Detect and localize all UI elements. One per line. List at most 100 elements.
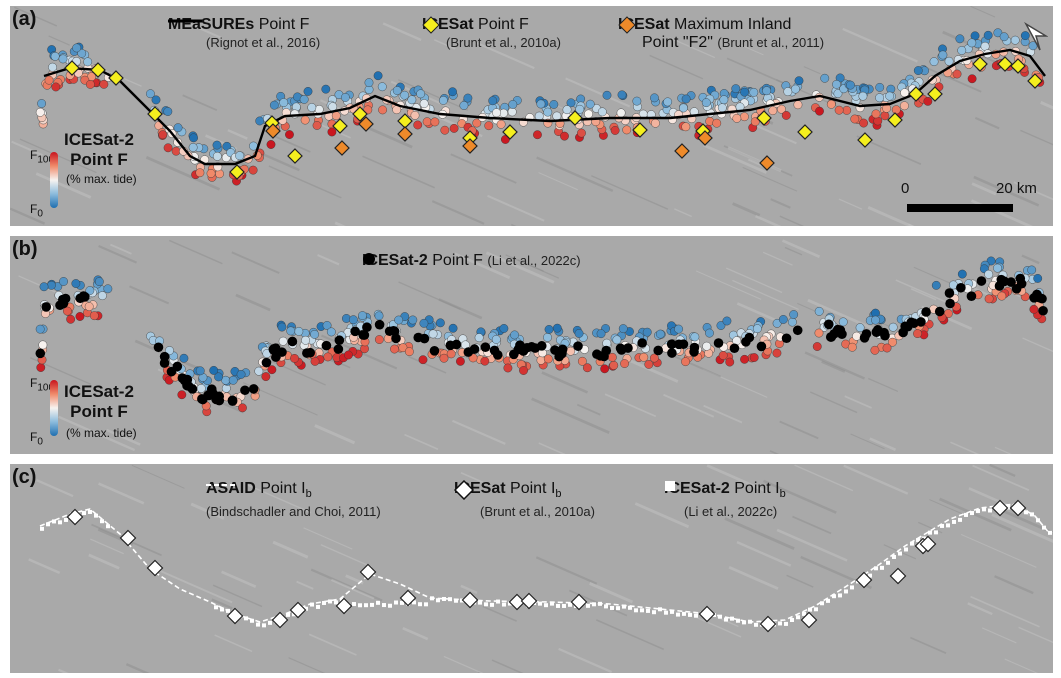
icesat2-point (435, 318, 445, 328)
hillshade-ridge (910, 288, 937, 301)
hillshade-ridge (431, 200, 485, 225)
icesat2-ib-square (676, 612, 680, 617)
icesat-ib-diamond (66, 508, 84, 526)
hillshade-ridge (971, 182, 997, 196)
icesat2-point-f-black (227, 395, 238, 406)
icesat2-ib-square (82, 511, 86, 516)
icesat2-point (206, 169, 216, 178)
icesat2-point (984, 294, 994, 304)
icesat-point-f-diamond (64, 60, 80, 76)
hillshade-ridge (541, 371, 589, 394)
icesat-ib-diamond (119, 529, 137, 547)
icesat2-point-f-black (944, 288, 955, 298)
icesat-ib-diamond (698, 605, 716, 623)
icesat2-point (448, 323, 458, 333)
icesat2-point (163, 107, 173, 116)
icesat2-point-f-black (837, 329, 847, 339)
icesat2-point (212, 151, 222, 161)
icesat2-point (681, 357, 690, 367)
hillshade-ridge (1022, 337, 1053, 353)
icesat2-ib-square (880, 565, 884, 570)
icesat2-point-f-black (206, 384, 217, 394)
icesat2-ib-square (892, 554, 896, 559)
icesat2-point-f-black (615, 343, 626, 354)
hillshade-ridge (18, 275, 59, 294)
icesat2-ib-square (370, 602, 374, 607)
icesat2-point (967, 74, 977, 84)
icesat2-ib-square (376, 600, 380, 605)
hillshade-ridge (939, 497, 1012, 532)
hillshade-ridge (452, 419, 506, 445)
icesat2-point (871, 109, 881, 119)
icesat2-point-f-black (667, 348, 677, 358)
legend-title-sub: b (305, 488, 312, 501)
icesat2-point (740, 354, 749, 364)
icesat2-point (596, 329, 606, 339)
icesat2-point-f-black (966, 291, 977, 301)
legend-line2: Point "F2" (642, 34, 713, 51)
icesat2-point (888, 337, 897, 347)
hillshade-ridge (131, 464, 185, 489)
icesat2-point (267, 365, 277, 375)
icesat-point-f-diamond (1010, 58, 1026, 74)
icesat2-ib-square (802, 611, 806, 616)
icesat2-ib-square (646, 608, 650, 613)
icesat2-point (331, 111, 341, 121)
icesat2-point-f-black (1015, 273, 1026, 284)
icesat2-point (722, 316, 732, 326)
icesat2-point (59, 277, 68, 286)
icesat2-ib-square (394, 600, 398, 605)
icesat2-point (838, 317, 848, 327)
icesat2-point-f-black (333, 344, 344, 354)
icesat2-point-f-black (781, 333, 792, 344)
hillshade-ridge (1020, 129, 1053, 146)
icesat2-ib-square (460, 598, 464, 603)
icesat-point-f-diamond (90, 62, 106, 78)
icesat2-ib-square (622, 604, 626, 609)
icesat2-ib-square (508, 601, 512, 606)
icesat2-ib-square (586, 603, 590, 608)
hillshade-ridge (663, 393, 715, 418)
icesat2-ib-square (448, 597, 452, 602)
icesat2-point (952, 69, 962, 79)
panel-c-map (10, 464, 1053, 673)
icesat2-point-f-black (592, 349, 602, 360)
icesat2-point (814, 306, 824, 316)
hillshade-ridge (970, 6, 996, 18)
icesat2-ib-square (478, 600, 482, 605)
icesat2-point-f-black (637, 338, 647, 348)
icesat2-point (1010, 35, 1020, 45)
hillshade-ridge (10, 207, 46, 225)
hillshade-ridge (362, 155, 436, 189)
hillshade-ridge (809, 391, 858, 414)
icesat2-ib-square (826, 598, 830, 603)
hillshade-ridge (28, 558, 61, 575)
icesat2-ib-square (1006, 505, 1010, 510)
icesat2-point (793, 100, 803, 110)
icesat2-point (888, 322, 898, 332)
icesat2-point-f-black (921, 307, 931, 317)
icesat-ib-diamond (461, 591, 479, 609)
hillshade-ridge (221, 570, 257, 588)
hillshade-ridge (90, 538, 124, 555)
hillshade-ridge (821, 360, 846, 373)
icesat2-point (300, 115, 310, 125)
hillshade-ridge (994, 446, 1012, 454)
icesat2-point-f-black (756, 341, 767, 352)
icesat2-point-f-black (674, 339, 684, 350)
icesat2-point (967, 38, 977, 48)
icesat2-point (48, 62, 57, 72)
hillshade-ridge (917, 521, 943, 534)
icesat2-ib-square (1048, 530, 1052, 535)
icesat2-point (472, 118, 482, 128)
icesat-point-f-diamond (229, 164, 245, 180)
icesat2-point (575, 104, 585, 114)
icesat2-point (85, 286, 95, 295)
hillshade-ridge (19, 138, 97, 174)
hillshade-ridge (910, 636, 947, 654)
icesat2-point (196, 384, 206, 393)
icesat-point-f-diamond (632, 122, 648, 138)
icesat2-point (158, 130, 168, 140)
hillshade-ridge (703, 404, 743, 424)
icesat2-point (882, 343, 892, 353)
